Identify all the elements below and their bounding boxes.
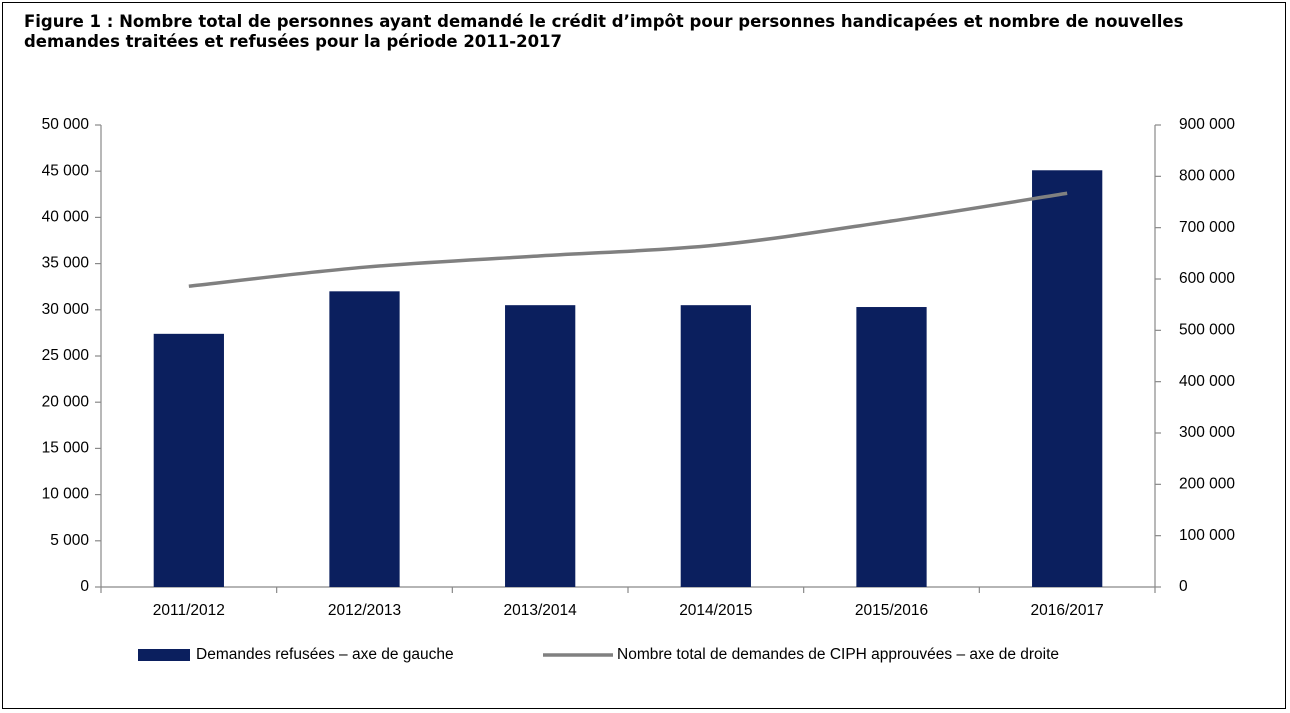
y2-tick-label: 300 000 bbox=[1179, 424, 1235, 441]
legend-label: Nombre total de demandes de CIPH approuv… bbox=[617, 646, 1059, 663]
y2-tick-label: 200 000 bbox=[1179, 475, 1235, 492]
y2-tick-label: 400 000 bbox=[1179, 373, 1235, 390]
y-tick-label: 10 000 bbox=[42, 486, 90, 503]
y-tick-label: 30 000 bbox=[42, 301, 90, 318]
x-tick-label: 2011/2012 bbox=[153, 602, 225, 619]
x-tick-label: 2012/2013 bbox=[328, 602, 401, 619]
y-tick-label: 5 000 bbox=[50, 532, 89, 549]
y-tick-label: 15 000 bbox=[42, 439, 90, 456]
bar bbox=[153, 333, 224, 587]
legend-label: Demandes refusées – axe de gauche bbox=[196, 646, 454, 663]
y2-tick-label: 700 000 bbox=[1179, 219, 1235, 236]
y2-tick-label: 0 bbox=[1179, 578, 1188, 595]
y2-tick-label: 800 000 bbox=[1179, 167, 1235, 184]
y-tick-label: 20 000 bbox=[42, 393, 90, 410]
y2-tick-label: 900 000 bbox=[1179, 116, 1235, 133]
y-tick-label: 40 000 bbox=[42, 208, 90, 225]
line bbox=[188, 191, 1068, 288]
bar bbox=[329, 291, 400, 587]
bar bbox=[505, 305, 576, 587]
chart-title: Figure 1 : Nombre total de personnes aya… bbox=[24, 12, 1184, 51]
x-tick-label: 2015/2016 bbox=[855, 602, 928, 619]
bar bbox=[1032, 170, 1103, 587]
y-tick-label: 25 000 bbox=[42, 347, 90, 364]
y2-tick-label: 100 000 bbox=[1179, 527, 1235, 544]
bar bbox=[856, 307, 927, 587]
y-tick-label: 45 000 bbox=[42, 162, 90, 179]
x-tick-label: 2014/2015 bbox=[679, 602, 752, 619]
legend-swatch bbox=[138, 649, 190, 661]
y-tick-label: 50 000 bbox=[42, 116, 90, 133]
y-tick-label: 35 000 bbox=[42, 255, 90, 272]
x-tick-label: 2016/2017 bbox=[1031, 602, 1104, 619]
y2-tick-label: 600 000 bbox=[1179, 270, 1235, 287]
x-tick-label: 2013/2014 bbox=[504, 602, 578, 619]
y2-tick-label: 500 000 bbox=[1179, 321, 1235, 338]
y-tick-label: 0 bbox=[80, 578, 89, 595]
bar bbox=[680, 305, 751, 587]
